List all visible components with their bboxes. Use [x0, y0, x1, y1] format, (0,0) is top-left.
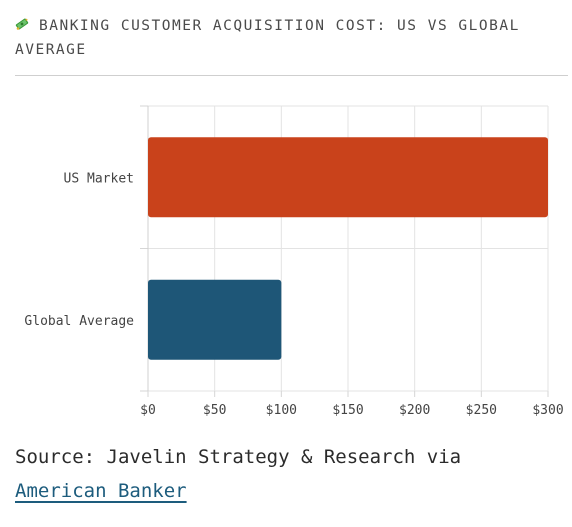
source-citation: Source: Javelin Strategy & Research via A… — [15, 440, 565, 508]
x-tick-label: $0 — [140, 403, 156, 418]
x-tick-label: $50 — [203, 403, 226, 418]
x-tick-label: $200 — [399, 403, 430, 418]
x-tick-label: $150 — [332, 403, 363, 418]
source-link[interactable]: American Banker — [15, 480, 187, 502]
bar-us-market — [148, 137, 548, 218]
bar-global-average — [148, 279, 282, 360]
money-icon — [15, 18, 29, 30]
bar-chart: US Market Global Average $0 $50 $100 $150 $200… — [24, 105, 564, 418]
chart-header: BANKING CUSTOMER ACQUISITION COST: US VS… — [15, 14, 568, 76]
chart-title-text: BANKING CUSTOMER ACQUISITION COST: US VS… — [15, 18, 520, 58]
x-tick-label: $300 — [532, 403, 563, 418]
source-prefix: Source: Javelin Strategy & Research via — [15, 446, 462, 468]
chart-area: US Market Global Average $0 $50 $100 $150 $200… — [0, 95, 572, 430]
x-tick-label: $100 — [266, 403, 297, 418]
y-tick-label: US Market — [64, 171, 134, 186]
chart-title: BANKING CUSTOMER ACQUISITION COST: US VS… — [15, 14, 568, 62]
x-tick-label: $250 — [466, 403, 497, 418]
y-tick-label: Global Average — [24, 314, 134, 329]
